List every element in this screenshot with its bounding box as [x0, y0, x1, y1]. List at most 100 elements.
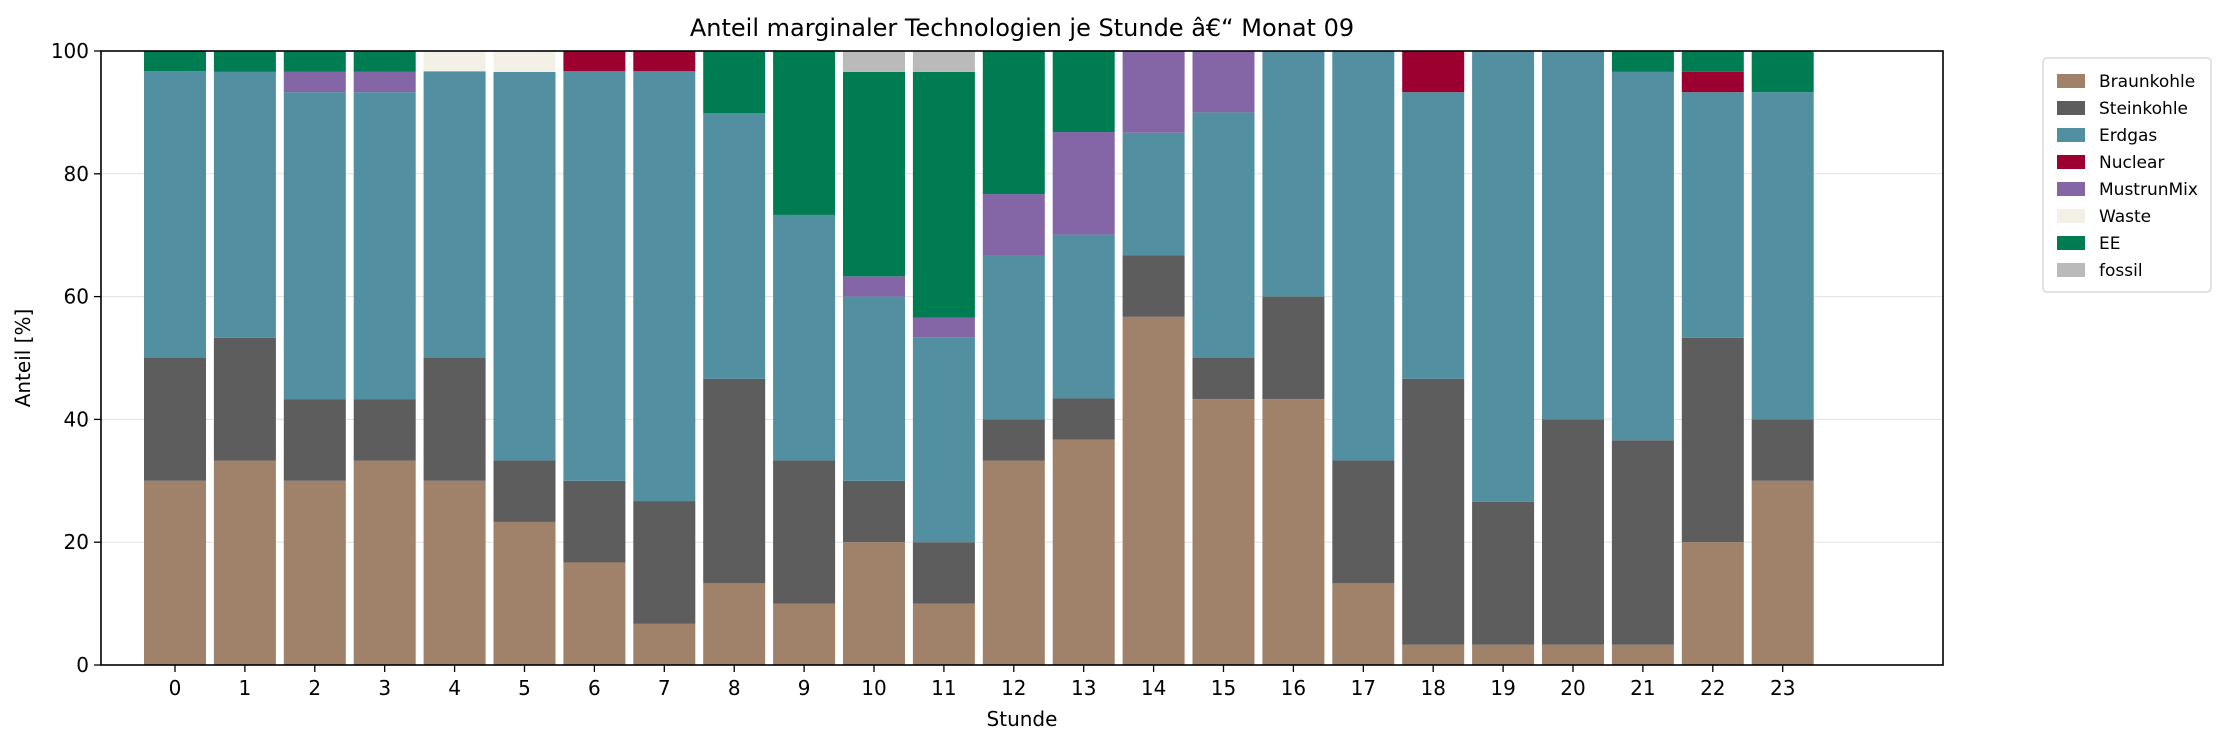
- bar-erdgas-hour-19: [1472, 51, 1535, 502]
- bar-mustrunmix-hour-10: [843, 276, 905, 297]
- legend-label-braunkohle: Braunkohle: [2099, 72, 2195, 92]
- bar-steinkohle-hour-2: [283, 399, 346, 481]
- bar-braunkohle-hour-15: [1192, 399, 1255, 665]
- bar-ee-hour-21: [1611, 51, 1674, 72]
- legend-swatch-erdgas: [2057, 128, 2085, 142]
- bar-braunkohle-hour-19: [1472, 644, 1535, 665]
- x-tick-label: 2: [308, 676, 321, 700]
- bar-nuclear-hour-6: [563, 51, 626, 72]
- bar-fossil-hour-11: [912, 51, 975, 72]
- bar-braunkohle-hour-9: [773, 603, 836, 665]
- legend-label-erdgas: Erdgas: [2099, 126, 2157, 146]
- bar-braunkohle-hour-18: [1402, 644, 1465, 665]
- x-tick-label: 23: [1770, 676, 1795, 700]
- bar-ee-hour-8: [703, 51, 766, 114]
- bar-braunkohle-hour-22: [1681, 542, 1744, 665]
- x-tick-label: 21: [1630, 676, 1655, 700]
- x-tick-label: 13: [1071, 676, 1096, 700]
- bar-mustrunmix-hour-13: [1052, 132, 1115, 235]
- x-tick-label: 17: [1351, 676, 1376, 700]
- bar-braunkohle-hour-7: [633, 623, 696, 665]
- x-tick-label: 12: [1001, 676, 1026, 700]
- bar-erdgas-hour-0: [144, 71, 206, 359]
- bar-erdgas-hour-1: [213, 71, 276, 338]
- bar-braunkohle-hour-10: [843, 542, 905, 665]
- bar-erdgas-hour-9: [773, 214, 836, 461]
- bar-braunkohle-hour-16: [1262, 399, 1325, 665]
- legend-label-waste: Waste: [2099, 207, 2151, 227]
- y-axis-label: Anteil [%]: [11, 309, 35, 408]
- bar-ee-hour-0: [144, 51, 206, 72]
- bar-steinkohle-hour-6: [563, 480, 626, 563]
- bar-steinkohle-hour-15: [1192, 358, 1255, 400]
- y-tick-label: 20: [64, 530, 89, 554]
- x-axis-label: Stunde: [987, 707, 1058, 731]
- bar-steinkohle-hour-3: [353, 399, 416, 461]
- bar-steinkohle-hour-12: [982, 419, 1045, 461]
- bar-erdgas-hour-2: [283, 92, 346, 400]
- x-tick-label: 14: [1141, 676, 1166, 700]
- bar-waste-hour-4: [423, 51, 486, 72]
- bar-braunkohle-hour-13: [1052, 439, 1115, 665]
- bar-erdgas-hour-3: [353, 92, 416, 400]
- bar-fossil-hour-10: [843, 51, 905, 72]
- x-tick-label: 18: [1420, 676, 1445, 700]
- bar-steinkohle-hour-9: [773, 460, 836, 604]
- bar-steinkohle-hour-14: [1122, 255, 1185, 317]
- bar-erdgas-hour-13: [1052, 234, 1115, 399]
- x-tick-label: 4: [448, 676, 461, 700]
- bar-erdgas-hour-11: [912, 337, 975, 543]
- legend-label-steinkohle: Steinkohle: [2099, 99, 2188, 119]
- x-tick-label: 9: [798, 676, 811, 700]
- bar-erdgas-hour-20: [1542, 51, 1604, 420]
- bar-mustrunmix-hour-11: [912, 317, 975, 338]
- bar-erdgas-hour-23: [1751, 92, 1814, 420]
- x-tick-label: 3: [378, 676, 391, 700]
- bar-braunkohle-hour-0: [144, 480, 206, 665]
- y-axis: 0 20 40 60 80 100: [51, 39, 101, 677]
- legend-swatch-nuclear: [2057, 155, 2085, 169]
- bar-erdgas-hour-18: [1402, 92, 1465, 379]
- bar-nuclear-hour-7: [633, 51, 696, 72]
- bar-waste-hour-5: [493, 51, 556, 72]
- bar-ee-hour-1: [213, 51, 276, 72]
- bar-steinkohle-hour-8: [703, 378, 766, 584]
- bar-steinkohle-hour-0: [144, 358, 206, 481]
- bar-steinkohle-hour-22: [1681, 337, 1744, 543]
- bar-ee-hour-9: [773, 51, 836, 215]
- bar-erdgas-hour-10: [843, 296, 905, 481]
- x-tick-label: 5: [518, 676, 531, 700]
- x-tick-label: 15: [1211, 676, 1236, 700]
- legend-box: [2042, 57, 2212, 293]
- bar-erdgas-hour-21: [1611, 71, 1674, 441]
- legend-swatch-steinkohle: [2057, 101, 2085, 115]
- x-tick-label: 0: [169, 676, 182, 700]
- legend-swatch-waste: [2057, 209, 2085, 223]
- bar-mustrunmix-hour-12: [982, 194, 1045, 256]
- bar-mustrunmix-hour-3: [353, 71, 416, 93]
- bar-braunkohle-hour-3: [353, 460, 416, 665]
- bar-mustrunmix-hour-2: [283, 71, 346, 93]
- bar-braunkohle-hour-6: [563, 562, 626, 665]
- legend-swatch-fossil: [2057, 263, 2085, 277]
- bar-ee-hour-10: [843, 71, 905, 277]
- bar-steinkohle-hour-18: [1402, 378, 1465, 645]
- bar-braunkohle-hour-21: [1611, 644, 1674, 665]
- bar-steinkohle-hour-19: [1472, 501, 1535, 645]
- bar-steinkohle-hour-1: [213, 337, 276, 461]
- bar-erdgas-hour-8: [703, 113, 766, 379]
- bar-ee-hour-11: [912, 71, 975, 318]
- bar-steinkohle-hour-20: [1542, 419, 1604, 645]
- x-tick-label: 1: [239, 676, 252, 700]
- bars: [144, 50, 1814, 665]
- y-tick-label: 0: [76, 653, 89, 677]
- bar-erdgas-hour-7: [633, 71, 696, 502]
- bar-nuclear-hour-22: [1681, 71, 1744, 93]
- bar-erdgas-hour-22: [1681, 92, 1744, 338]
- bar-erdgas-hour-17: [1332, 51, 1395, 461]
- x-tick-label: 8: [728, 676, 741, 700]
- bar-mustrunmix-hour-14: [1122, 51, 1185, 133]
- bar-braunkohle-hour-11: [912, 603, 975, 665]
- bar-steinkohle-hour-10: [843, 480, 905, 543]
